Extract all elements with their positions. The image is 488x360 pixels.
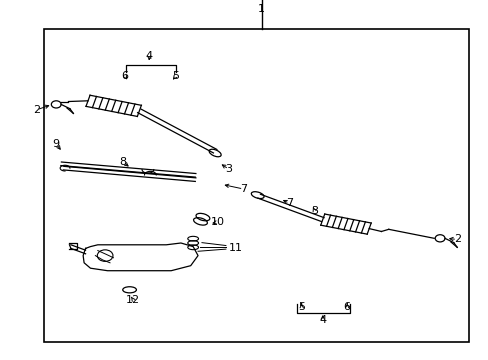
Text: 3: 3 bbox=[225, 164, 232, 174]
Text: 7: 7 bbox=[285, 198, 292, 208]
Text: 8: 8 bbox=[120, 157, 126, 167]
Bar bbox=[44, 29, 468, 342]
Text: 4: 4 bbox=[145, 51, 152, 61]
Text: 7: 7 bbox=[240, 184, 246, 194]
Text: 2: 2 bbox=[453, 234, 460, 244]
Text: 5: 5 bbox=[298, 302, 305, 312]
Text: 10: 10 bbox=[210, 217, 224, 227]
Text: 3: 3 bbox=[310, 206, 317, 216]
Text: 4: 4 bbox=[319, 315, 325, 325]
Text: 6: 6 bbox=[121, 71, 128, 81]
Text: 6: 6 bbox=[343, 302, 350, 312]
Text: 2: 2 bbox=[33, 105, 40, 115]
Text: 1: 1 bbox=[258, 4, 264, 14]
Text: 11: 11 bbox=[228, 243, 243, 253]
Text: 12: 12 bbox=[126, 294, 140, 305]
Text: 9: 9 bbox=[53, 139, 60, 149]
Text: 5: 5 bbox=[172, 71, 179, 81]
